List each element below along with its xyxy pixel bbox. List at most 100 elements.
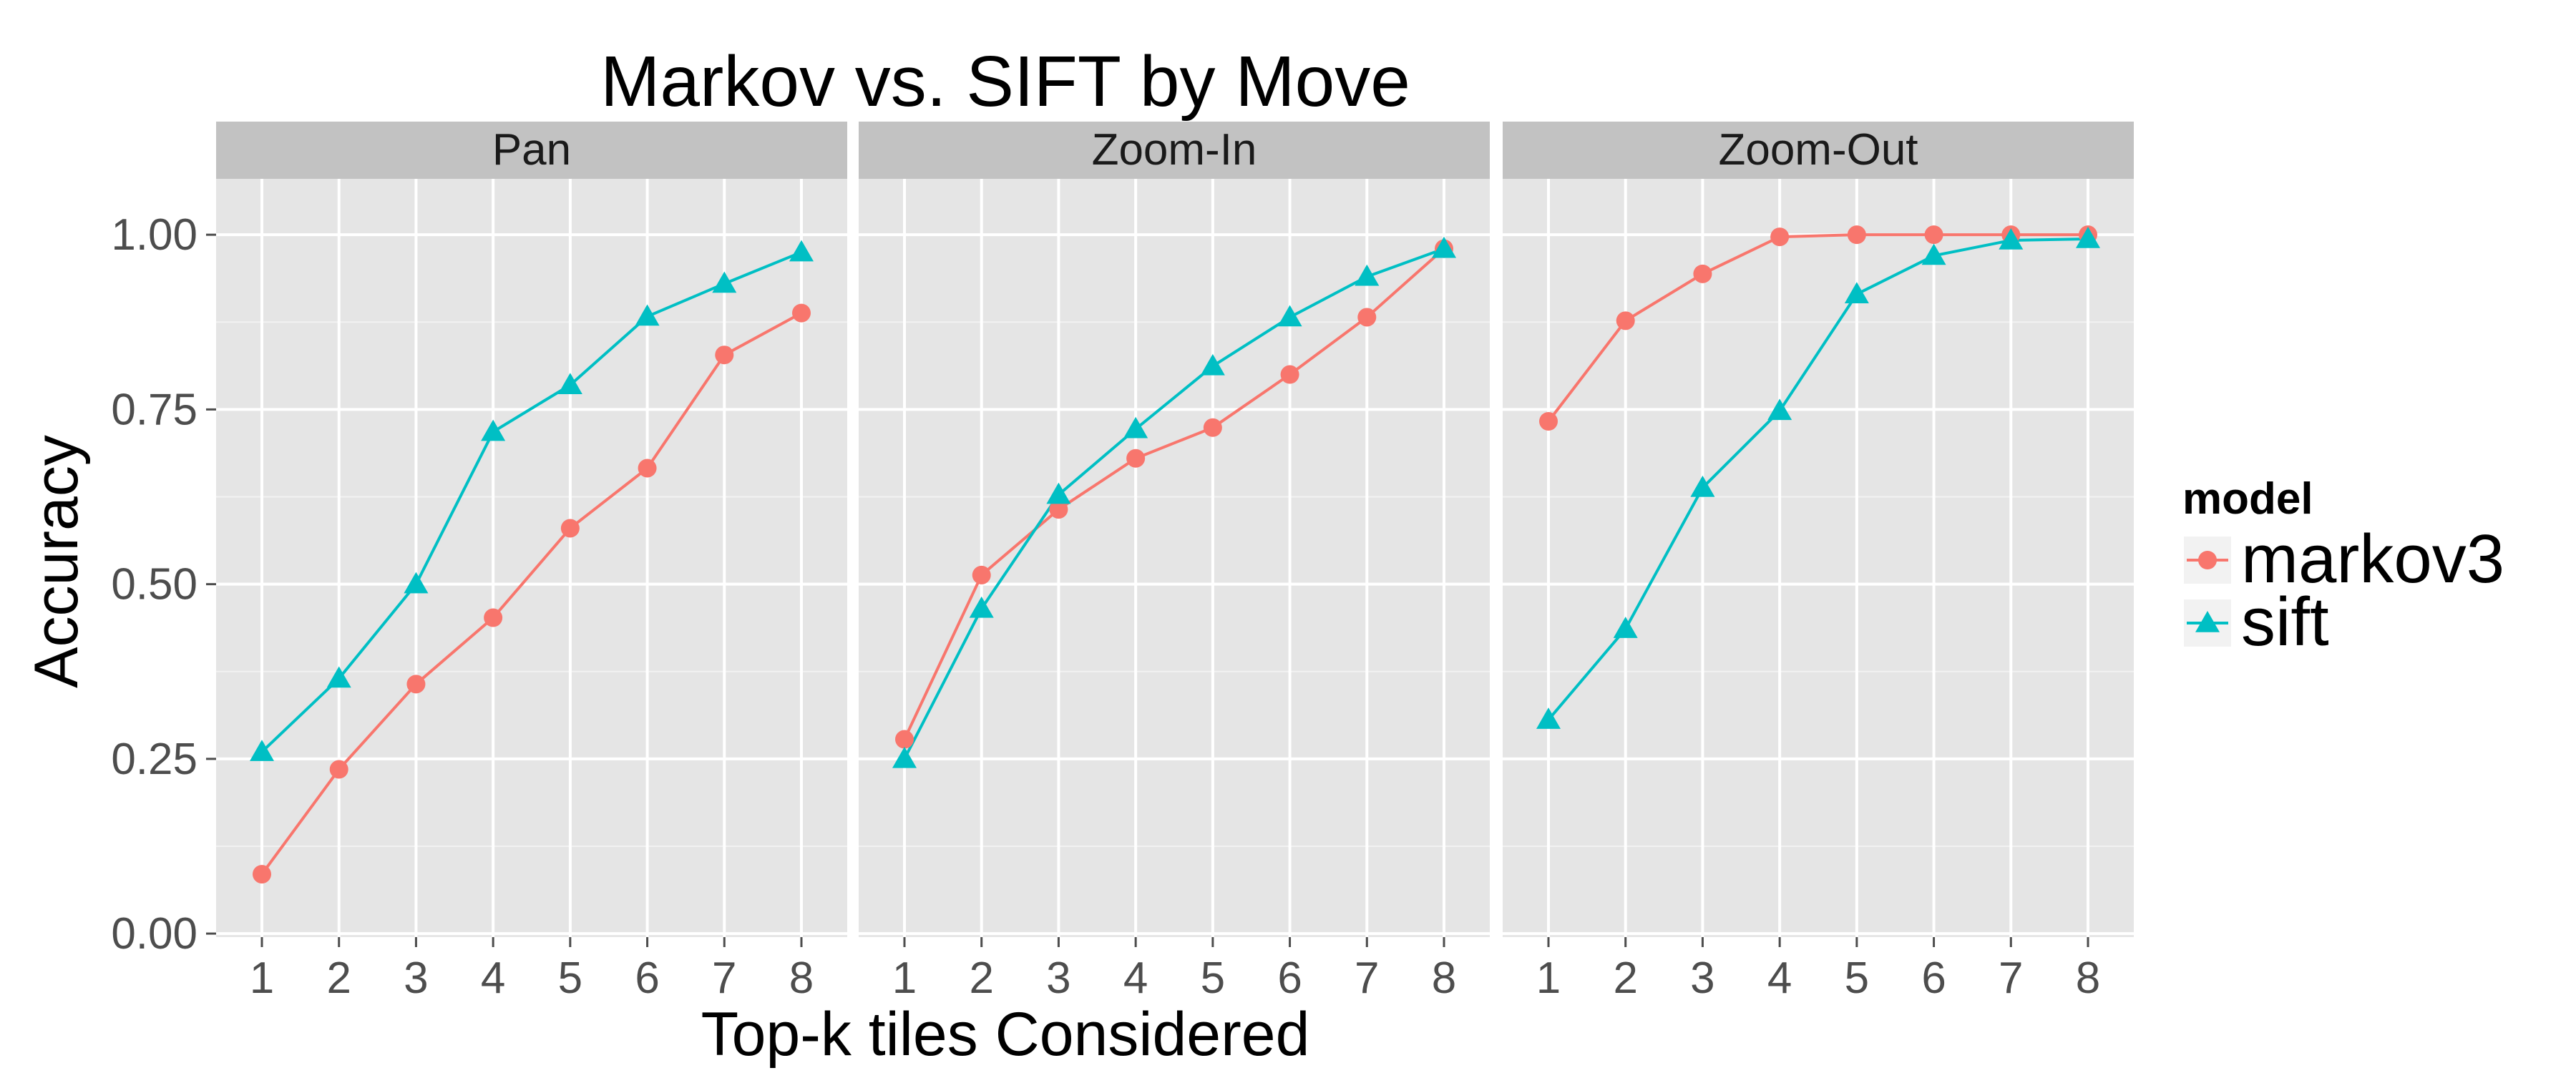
x-tick-label: 2 (326, 954, 351, 1003)
y-tick-label: 0.00 (111, 909, 197, 959)
point-markov3 (1847, 225, 1866, 245)
facet-panels: Pan 1 2 3 4 5 6 7 8 Zoom-In 1 2 3 4 5 6 7 8 Zoom-Out 1 2 3 4 5 6… (216, 122, 2134, 1003)
panel-background (859, 179, 1490, 937)
x-tick-label: 5 (558, 954, 582, 1003)
x-tick-label: 7 (712, 954, 736, 1003)
legend-label-sift: sift (2241, 584, 2329, 660)
series-line-markov3 (903, 248, 1445, 740)
point-sift (481, 419, 506, 441)
series-line-markov3 (260, 311, 802, 876)
point-markov3 (972, 565, 991, 584)
point-sift (1844, 282, 1869, 303)
legend-key-marker (2195, 611, 2220, 632)
point-markov3 (329, 760, 348, 779)
point-markov3 (1357, 308, 1377, 327)
x-tick-label: 6 (1277, 954, 1302, 1003)
y-tick-label: 0.25 (111, 735, 197, 784)
point-sift (1767, 398, 1792, 421)
point-markov3 (1049, 500, 1068, 519)
y-axis: 0.00 0.25 0.50 0.75 1.00 (111, 210, 216, 959)
point-sift (404, 572, 429, 594)
x-axis-title: Top-k tiles Considered (701, 1000, 1310, 1069)
point-markov3 (1539, 412, 1558, 431)
point-markov3 (253, 865, 271, 884)
point-sift (1613, 617, 1638, 638)
x-tick-label: 3 (1046, 954, 1070, 1003)
facet-strip-label: Pan (492, 125, 571, 175)
point-sift (1690, 475, 1715, 497)
point-sift (1432, 236, 1456, 258)
point-markov3 (406, 675, 426, 694)
legend-title: model (2182, 474, 2313, 524)
chart-title: Markov vs. SIFT by Move (600, 41, 1410, 122)
point-markov3 (638, 459, 657, 478)
point-sift (892, 746, 917, 768)
point-markov3 (792, 303, 811, 323)
series-line-sift (260, 250, 802, 753)
x-tick-label: 8 (2076, 954, 2100, 1003)
point-sift (1999, 227, 2024, 250)
x-tick-label: 7 (1999, 954, 2023, 1003)
x-tick-label: 8 (1432, 954, 1456, 1003)
point-markov3 (1126, 449, 1146, 468)
point-sift (1536, 707, 1561, 729)
x-tick-label: 2 (969, 954, 993, 1003)
point-markov3 (1203, 418, 1222, 437)
legend-key-marker (2198, 551, 2217, 569)
point-markov3 (1693, 264, 1712, 283)
point-markov3 (895, 730, 914, 749)
series-line-sift (1547, 237, 2089, 721)
x-tick-label: 1 (1536, 954, 1561, 1003)
panel-background (216, 179, 847, 937)
facet-strip (859, 122, 1490, 179)
x-tick-label: 5 (1845, 954, 1869, 1003)
point-markov3 (560, 519, 580, 538)
point-markov3 (1616, 311, 1635, 330)
x-tick-label: 8 (789, 954, 814, 1003)
legend-label-markov3: markov3 (2241, 521, 2504, 597)
point-markov3 (1924, 225, 1943, 245)
x-tick-label: 6 (1921, 954, 1946, 1003)
y-tick-label: 0.75 (111, 385, 197, 434)
y-axis-title: Accuracy (22, 435, 91, 688)
point-sift (1200, 353, 1225, 376)
point-markov3 (715, 346, 734, 365)
y-tick-label: 0.50 (111, 560, 197, 609)
point-sift (712, 271, 737, 293)
facet-pan: Pan 1 2 3 4 5 6 7 8 (216, 122, 847, 1003)
series-line-markov3 (1547, 233, 2088, 423)
facet-zoom-out: Zoom-Out 1 2 3 4 5 6 7 8 (1503, 122, 2134, 1003)
facet-strip-label: Zoom-In (1092, 125, 1257, 175)
x-tick-label: 3 (1690, 954, 1714, 1003)
point-sift (557, 373, 582, 394)
point-sift (326, 666, 351, 688)
x-tick-label: 1 (250, 954, 274, 1003)
facet-zoom-in: Zoom-In 1 2 3 4 5 6 7 8 (859, 122, 1490, 1003)
x-tick-label: 4 (1767, 954, 1792, 1003)
x-tick-label: 2 (1613, 954, 1637, 1003)
point-markov3 (1280, 365, 1299, 384)
panel-background (1503, 179, 2134, 937)
point-sift (1355, 264, 1380, 286)
facet-strip (1503, 122, 2134, 179)
point-sift (1123, 416, 1148, 438)
point-sift (1921, 243, 1946, 265)
point-sift (635, 304, 660, 326)
x-tick-label: 1 (892, 954, 917, 1003)
series-line-sift (903, 247, 1445, 760)
point-sift (250, 740, 274, 761)
x-tick-label: 3 (404, 954, 428, 1003)
point-sift (1046, 482, 1071, 504)
point-markov3 (1770, 227, 1790, 247)
x-tick-label: 4 (481, 954, 505, 1003)
x-tick-label: 5 (1201, 954, 1225, 1003)
x-tick-label: 6 (635, 954, 659, 1003)
point-sift (789, 240, 814, 262)
point-markov3 (484, 608, 503, 627)
y-tick-label: 1.00 (111, 210, 197, 260)
x-tick-label: 7 (1355, 954, 1379, 1003)
x-tick-label: 4 (1123, 954, 1148, 1003)
facet-strip-label: Zoom-Out (1718, 125, 1918, 175)
